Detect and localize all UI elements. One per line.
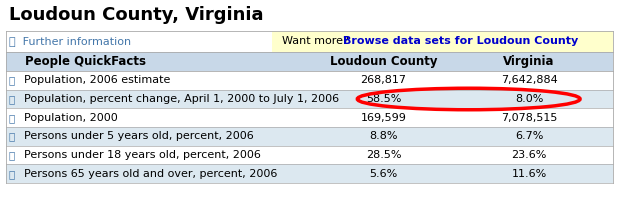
Text: ⓘ: ⓘ [8, 75, 15, 85]
Text: 23.6%: 23.6% [511, 150, 547, 160]
Text: ⓘ: ⓘ [8, 150, 15, 160]
Text: 11.6%: 11.6% [511, 169, 547, 179]
Text: 268,817: 268,817 [361, 75, 406, 85]
Bar [272, 31, 613, 52]
Bar [6, 71, 613, 90]
Bar [6, 52, 613, 71]
Text: 7,078,515: 7,078,515 [501, 113, 558, 123]
Text: Persons 65 years old and over, percent, 2006: Persons 65 years old and over, percent, … [23, 169, 277, 179]
Text: 7,642,884: 7,642,884 [500, 75, 558, 85]
Text: 8.8%: 8.8% [370, 131, 398, 141]
Text: Browse data sets for Loudoun County: Browse data sets for Loudoun County [344, 36, 578, 46]
Text: ⓘ  Further information: ⓘ Further information [10, 36, 131, 46]
Text: ⓘ: ⓘ [8, 113, 15, 123]
Text: ⓘ: ⓘ [8, 169, 15, 179]
Text: Persons under 5 years old, percent, 2006: Persons under 5 years old, percent, 2006 [23, 131, 253, 141]
Text: 5.6%: 5.6% [370, 169, 398, 179]
Text: Loudoun County: Loudoun County [330, 55, 438, 68]
Text: ⓘ: ⓘ [8, 131, 15, 141]
Text: Want more?: Want more? [281, 36, 352, 46]
Text: Population, percent change, April 1, 2000 to July 1, 2006: Population, percent change, April 1, 200… [23, 94, 338, 104]
Bar [6, 146, 613, 164]
Bar [6, 108, 613, 127]
Text: People QuickFacts: People QuickFacts [25, 55, 146, 68]
Text: 28.5%: 28.5% [366, 150, 401, 160]
Bar [6, 90, 613, 108]
Text: Population, 2006 estimate: Population, 2006 estimate [23, 75, 170, 85]
Text: Persons under 18 years old, percent, 2006: Persons under 18 years old, percent, 200… [23, 150, 260, 160]
Text: Population, 2000: Population, 2000 [23, 113, 117, 123]
Text: 169,599: 169,599 [361, 113, 406, 123]
Bar [6, 164, 613, 183]
Text: Virginia: Virginia [504, 55, 555, 68]
Bar [6, 127, 613, 146]
Text: 6.7%: 6.7% [515, 131, 543, 141]
Text: ⓘ: ⓘ [8, 94, 15, 104]
Text: 8.0%: 8.0% [515, 94, 543, 104]
Text: Loudoun County, Virginia: Loudoun County, Virginia [10, 6, 264, 24]
Text: 58.5%: 58.5% [366, 94, 401, 104]
